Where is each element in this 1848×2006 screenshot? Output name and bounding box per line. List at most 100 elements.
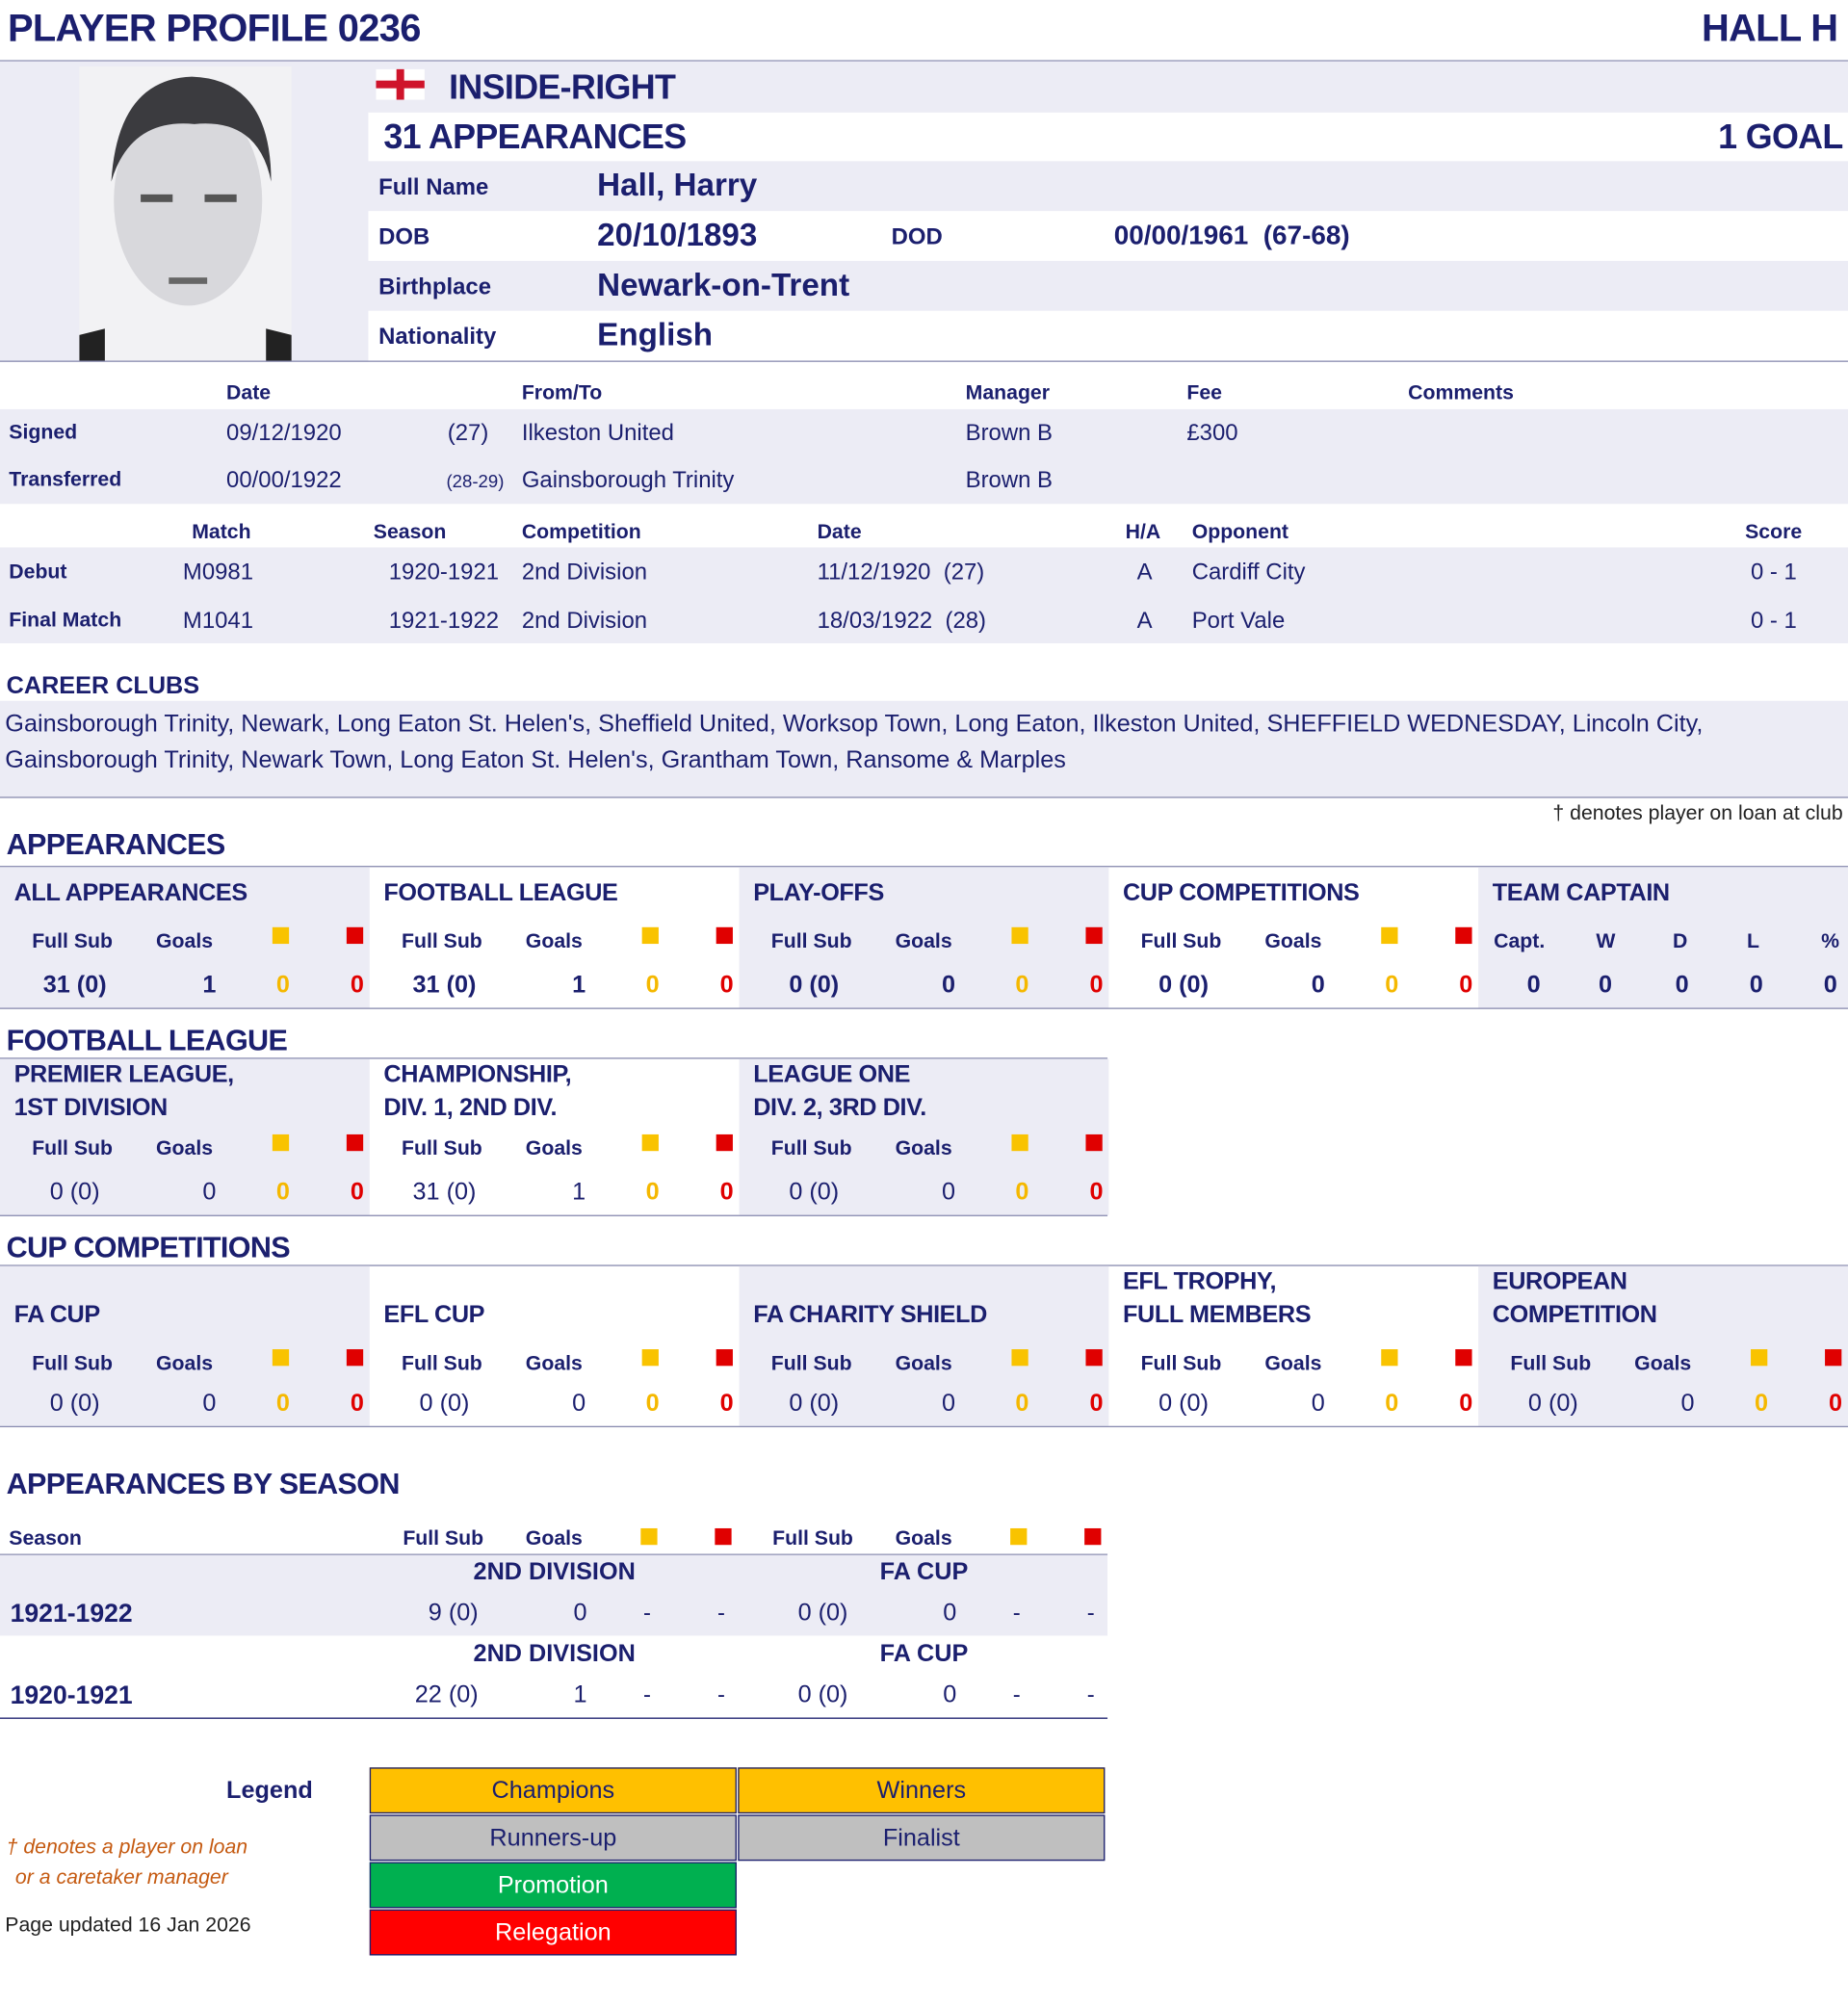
season-red: - (1086, 1600, 1095, 1626)
stat-block-title: PREMIER LEAGUE, 1ST DIVISION (13, 1061, 235, 1122)
yellow-cards-value: 0 (645, 1390, 660, 1418)
red-cards-value: 0 (719, 1390, 734, 1418)
yellow-card-icon (641, 926, 659, 945)
england-flag-icon (376, 68, 425, 100)
captain-header: L (1747, 930, 1760, 953)
full-sub-header: Full Sub (32, 1137, 114, 1160)
goals-header: Goals (895, 930, 952, 953)
match-season: 1921-1922 (388, 607, 500, 634)
matches-body (0, 547, 1848, 643)
position-row: INSIDE-RIGHT (368, 61, 1848, 113)
goals-value: 0 (202, 1179, 217, 1207)
birthplace-row: Birthplace Newark-on-Trent (368, 260, 1848, 311)
match-date: 11/12/1920 (27) (817, 559, 985, 585)
goals-value: 0 (202, 1390, 217, 1418)
legend-item-winners: Winners (738, 1767, 1106, 1814)
yellow-card-icon (641, 1133, 659, 1152)
stat-block-title: ALL APPEARANCES (13, 879, 248, 907)
stat-block-title: EFL TROPHY, FULL MEMBERS (1122, 1268, 1312, 1329)
red-cards-value: 0 (719, 972, 734, 1000)
nationality-value: English (597, 317, 714, 353)
full-sub-header: Full Sub (32, 930, 114, 953)
goals-value: 0 (1311, 1390, 1325, 1418)
red-card-icon (716, 1133, 733, 1152)
captain-value: 0 (1823, 972, 1837, 1000)
stat-block-title: CHAMPIONSHIP, DIV. 1, 2ND DIV. (383, 1061, 572, 1122)
stat-block-title: FA CHARITY SHIELD (753, 1301, 987, 1329)
matches-header: Match (192, 521, 251, 544)
stat-block: CUP COMPETITIONS Full Sub Goals 0 (0) 0 0 0 (1108, 867, 1478, 1007)
red-card-icon (1085, 926, 1103, 945)
legend-item-runners-up: Runners-up (369, 1814, 737, 1862)
stat-block: PLAY-OFFS Full Sub Goals 0 (0) 0 0 0 (739, 867, 1109, 1008)
full-sub-header: Full Sub (401, 930, 482, 953)
stat-block-title: CUP COMPETITIONS (1122, 879, 1360, 907)
goals-header: Goals (525, 1527, 583, 1550)
full-name-label: Full Name (378, 173, 489, 200)
stat-block-title: PLAY-OFFS (753, 879, 884, 907)
matches-header: Date (817, 521, 862, 544)
divider (0, 1264, 1848, 1266)
yellow-card-icon (640, 1527, 658, 1546)
goals-value: 0 (572, 1390, 586, 1418)
transfers-header: Manager (965, 382, 1051, 404)
stat-block: EFL CUP Full Sub Goals 0 (0) 0 0 0 (370, 1266, 740, 1426)
season-red: - (1086, 1681, 1095, 1707)
full-sub-value: 0 (0) (789, 972, 840, 1000)
player-position: INSIDE-RIGHT (449, 67, 676, 107)
legend-item-champions: Champions (369, 1767, 737, 1814)
nationality-row: Nationality English (368, 311, 1847, 361)
goals-value: 0 (1311, 972, 1325, 1000)
stat-block: ALL APPEARANCES Full Sub Goals 31 (0) 1 0 0 (0, 867, 370, 1008)
match-type-label: Debut (9, 560, 67, 584)
red-cards-value: 0 (1459, 1390, 1473, 1418)
goals-value: 0 (941, 1390, 956, 1418)
yellow-cards-value: 0 (1385, 972, 1399, 1000)
birthplace-value: Newark-on-Trent (597, 267, 850, 303)
red-cards-value: 0 (719, 1179, 734, 1207)
red-card-icon (1455, 926, 1472, 945)
goals-header: Goals (895, 1527, 952, 1550)
red-card-icon (1085, 1349, 1103, 1367)
season-full-sub: 0 (0) (797, 1681, 848, 1709)
full-sub-header: Full Sub (401, 1137, 482, 1160)
season-yellow: - (642, 1600, 651, 1626)
red-card-icon (346, 926, 364, 945)
full-sub-value: 0 (0) (1158, 1390, 1210, 1418)
full-sub-value: 31 (0) (42, 972, 107, 1000)
captain-header: D (1673, 930, 1688, 953)
stat-block-title: EFL CUP (383, 1301, 485, 1329)
match-venue: A (1136, 559, 1153, 585)
season-yellow: - (642, 1681, 651, 1707)
yellow-cards-value: 0 (1385, 1390, 1399, 1418)
matches-header: Season (373, 521, 447, 544)
legend-title: Legend (226, 1777, 313, 1805)
red-cards-value: 0 (350, 1179, 364, 1207)
full-sub-header: Full Sub (403, 1527, 484, 1550)
divider (0, 1425, 1848, 1428)
cup-competitions-title: CUP COMPETITIONS (6, 1230, 291, 1264)
red-card-icon (346, 1349, 364, 1367)
season-competition-name: FA CUP (879, 1640, 969, 1668)
red-cards-value: 0 (1829, 1390, 1843, 1418)
red-card-icon (716, 926, 733, 945)
yellow-cards-value: 0 (1015, 1179, 1029, 1207)
goals-value: 1 (202, 972, 217, 1000)
total-appearances: 31 APPEARANCES (383, 117, 687, 157)
yellow-cards-value: 0 (275, 972, 290, 1000)
stat-block: EUROPEAN COMPETITION Full Sub Goals 0 (0) 0 0… (1478, 1265, 1848, 1426)
yellow-card-icon (272, 926, 290, 945)
transfers-body (0, 408, 1848, 505)
appearances-by-season-title: APPEARANCES BY SEASON (6, 1467, 401, 1500)
goals-header: Goals (1264, 1353, 1322, 1375)
season-red: - (717, 1600, 725, 1626)
transfer-type-label: Transferred (9, 469, 122, 491)
transfer-fee: £300 (1186, 419, 1238, 446)
captain-header: W (1596, 930, 1616, 953)
stat-block-title: EUROPEAN COMPETITION (1492, 1268, 1657, 1329)
matches-header: Score (1745, 521, 1803, 544)
red-card-icon (715, 1527, 732, 1546)
match-opponent: Cardiff City (1191, 559, 1306, 585)
legend-item-relegation: Relegation (369, 1909, 737, 1956)
season-row: 1921-1922 2ND DIVISION 9 (0) 0 - - FA CUP 0 (0)… (0, 1554, 1108, 1636)
